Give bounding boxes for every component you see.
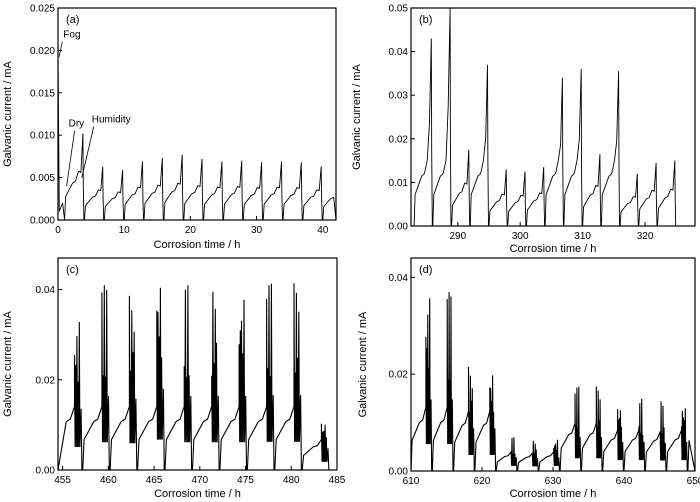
y-tick-label: 0.05 <box>389 4 409 15</box>
x-tick-label: 10 <box>119 225 131 236</box>
y-axis-label: Galvanic current / mA <box>2 60 14 166</box>
x-tick-label: 650 <box>687 476 700 487</box>
series-line <box>411 8 695 226</box>
y-tick-label: 0.010 <box>30 131 55 142</box>
annotation-label: Humidity <box>92 114 131 125</box>
plot-frame <box>410 257 696 472</box>
y-tick-label: 0.02 <box>36 375 56 386</box>
annotation-pointer <box>58 41 63 58</box>
x-tick-label: 310 <box>574 231 591 242</box>
y-tick-label: 0.00 <box>389 222 409 233</box>
annotation-label: Fog <box>63 30 80 41</box>
y-axis-label: Galvanic current / mA <box>357 311 369 417</box>
y-tick-label: 0.00 <box>36 466 56 477</box>
y-tick-label: 0.000 <box>30 216 55 227</box>
x-axis-label: Corrosion time / h <box>510 243 597 255</box>
annotation-pointer <box>81 126 95 178</box>
plot-frame <box>57 257 338 471</box>
panel-label: (b) <box>419 14 432 26</box>
x-tick-label: 640 <box>616 476 633 487</box>
x-tick-label: 460 <box>100 475 117 486</box>
panel-0: 0 10 20 30 40 0.000 0.005 0.010 0.015 0.020 0.025 C… <box>2 4 337 251</box>
x-tick-label: 480 <box>283 475 300 486</box>
y-tick-label: 0.03 <box>389 91 409 102</box>
annotation-pointer <box>66 130 76 187</box>
x-tick-label: 20 <box>185 225 197 236</box>
x-tick-label: 40 <box>317 225 329 236</box>
panel-label: (c) <box>66 264 79 276</box>
x-tick-label: 320 <box>637 231 654 242</box>
y-tick-label: 0.020 <box>30 46 55 57</box>
x-tick-label: 470 <box>191 475 208 486</box>
panel-1: 290 300 310 320 0.00 0.01 0.02 0.03 0.04 0.05 Corr… <box>351 4 696 255</box>
y-tick-label: 0.04 <box>389 47 409 58</box>
series-line <box>58 283 337 470</box>
x-tick-label: 300 <box>512 231 529 242</box>
y-tick-label: 0.01 <box>389 178 409 189</box>
y-tick-label: 0.015 <box>30 88 55 99</box>
annotation-label: Dry <box>69 119 85 130</box>
panel-label: (d) <box>419 264 432 276</box>
panel-3: 610 620 630 640 650 0.00 0.02 0.04 Corrosion tim… <box>357 257 700 500</box>
y-tick-label: 0.04 <box>36 285 56 296</box>
series-line <box>411 291 695 471</box>
x-tick-label: 465 <box>146 475 163 486</box>
y-tick-label: 0.02 <box>389 370 409 381</box>
plot-frame <box>410 7 696 227</box>
series-line <box>58 54 336 220</box>
x-tick-label: 485 <box>329 475 346 486</box>
y-tick-label: 0.025 <box>30 4 55 15</box>
x-tick-label: 290 <box>449 231 466 242</box>
y-axis-label: Galvanic current / mA <box>2 310 14 416</box>
y-tick-label: 0.04 <box>389 273 409 284</box>
y-axis-label: Galvanic current / mA <box>351 63 363 169</box>
x-tick-label: 455 <box>54 475 71 486</box>
x-tick-label: 620 <box>474 476 491 487</box>
panel-label: (a) <box>66 14 79 26</box>
y-tick-label: 0.00 <box>389 467 409 478</box>
y-tick-label: 0.005 <box>30 173 55 184</box>
panel-2: 455 460 465 470 475 480 485 0.00 0.02 0.04 Corrosi… <box>2 257 346 500</box>
x-tick-label: 475 <box>237 475 254 486</box>
x-axis-label: Corrosion time / h <box>154 239 241 251</box>
x-tick-label: 30 <box>251 225 263 236</box>
y-tick-label: 0.02 <box>389 134 409 145</box>
x-axis-label: Corrosion time / h <box>154 488 241 500</box>
x-tick-label: 0 <box>55 225 61 236</box>
x-tick-label: 630 <box>545 476 562 487</box>
x-tick-label: 610 <box>403 476 420 487</box>
x-axis-label: Corrosion time / h <box>510 488 597 500</box>
